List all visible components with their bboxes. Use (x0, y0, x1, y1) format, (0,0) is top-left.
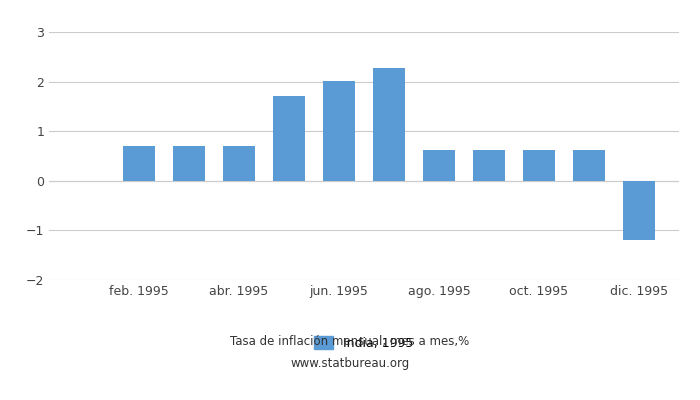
Text: www.statbureau.org: www.statbureau.org (290, 358, 410, 370)
Bar (623, 181, 655, 240)
Bar (223, 146, 256, 181)
Text: Tasa de inflación mensual, mes a mes,%: Tasa de inflación mensual, mes a mes,% (230, 336, 470, 348)
Bar (473, 150, 505, 181)
Bar (423, 150, 455, 181)
Bar (122, 146, 155, 181)
Bar (372, 68, 405, 181)
Bar (273, 96, 305, 181)
Bar (523, 150, 555, 181)
Bar (573, 150, 605, 181)
Legend: India, 1995: India, 1995 (309, 331, 419, 354)
Bar (173, 146, 205, 181)
Bar (323, 81, 355, 181)
